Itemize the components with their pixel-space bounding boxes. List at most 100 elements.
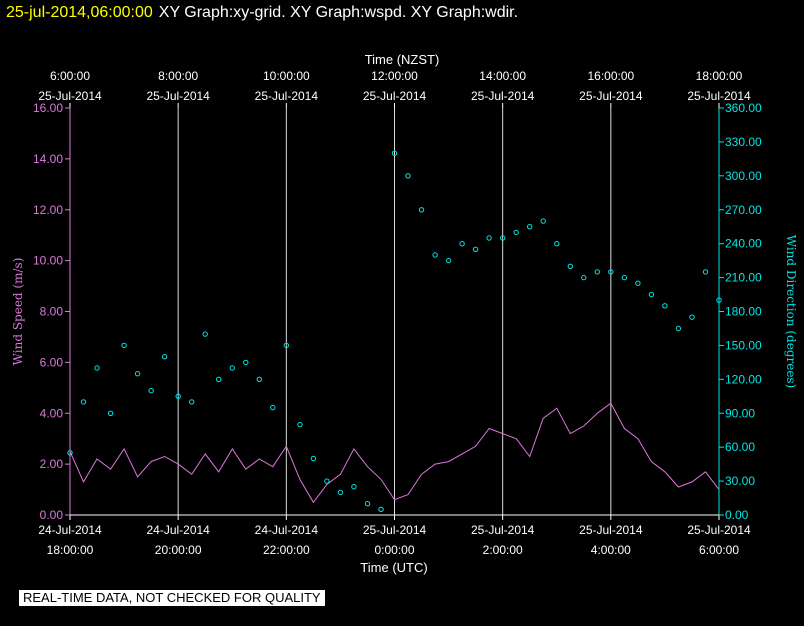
y-right-tick-label: 330.00 (725, 135, 762, 149)
y-right-tick-label: 120.00 (725, 372, 762, 386)
y-left-tick-label: 0.00 (40, 508, 64, 522)
wind-direction-point (161, 354, 168, 360)
wind-direction-point (391, 150, 398, 156)
y-right-tick-label: 90.00 (725, 406, 755, 420)
wind-direction-point (121, 342, 127, 349)
wind-direction-point (107, 410, 114, 416)
wind-direction-point (500, 235, 506, 241)
x-top-tick-time: 16:00:00 (587, 69, 634, 83)
y-left-tick-label: 10.00 (33, 254, 63, 268)
x-bottom-tick-time: 4:00:00 (591, 543, 631, 557)
wind-direction-point (270, 404, 276, 411)
wind-direction-point (229, 365, 236, 371)
y-right-tick-label: 240.00 (725, 237, 762, 251)
wind-direction-point (554, 241, 560, 247)
wind-direction-point (472, 246, 479, 253)
wind-direction-point (635, 280, 641, 286)
x-top-tick-date: 25-Jul-2014 (146, 89, 210, 103)
x-bottom-tick-time: 0:00:00 (374, 543, 414, 557)
x-top-tick-date: 25-Jul-2014 (363, 89, 427, 103)
wind-direction-point (324, 478, 330, 484)
wind-direction-point (648, 291, 655, 298)
wind-direction-point (243, 359, 249, 366)
y-left-tick-label: 14.00 (33, 152, 63, 166)
wind-direction-point (513, 229, 519, 236)
wind-direction-point (310, 455, 317, 462)
x-bottom-tick-date: 24-Jul-2014 (255, 523, 319, 537)
x-bottom-tick-date: 25-Jul-2014 (687, 523, 751, 537)
chart-labels: 0.00 2.00 4.00 6.00 8.00 10.00 12.00 14.00 16.00… (11, 52, 798, 575)
wind-speed-series (69, 402, 720, 504)
wind-speed-line (69, 402, 720, 504)
x-bottom-tick-date: 25-Jul-2014 (363, 523, 427, 537)
wind-direction-point (459, 241, 465, 247)
wind-direction-point (621, 274, 628, 281)
x-bottom-tick-time: 20:00:00 (155, 543, 202, 557)
quality-warning: REAL-TIME DATA, NOT CHECKED FOR QUALITY (19, 590, 325, 606)
chart-axes (65, 103, 724, 520)
x-top-tick-date: 25-Jul-2014 (38, 89, 102, 103)
y-left-tick-label: 8.00 (40, 305, 64, 319)
y-left-tick-label: 12.00 (33, 203, 63, 217)
wind-direction-point (675, 325, 682, 332)
y-left-tick-label: 2.00 (40, 457, 64, 471)
x-bottom-tick-date: 25-Jul-2014 (471, 523, 535, 537)
wind-direction-point (297, 421, 303, 428)
wind-direction-point (94, 365, 100, 371)
title-graph-list: XY Graph:xy-grid. XY Graph:wspd. XY Grap… (158, 4, 519, 21)
y-right-tick-label: 180.00 (725, 305, 762, 319)
wind-direction-point (581, 274, 587, 281)
x-top-tick-date: 25-Jul-2014 (471, 89, 535, 103)
y-right-tick-label: 0.00 (725, 508, 749, 522)
x-top-tick-time: 18:00:00 (696, 69, 743, 83)
wind-direction-point (418, 207, 425, 213)
x-top-tick-date: 25-Jul-2014 (255, 89, 319, 103)
x-bottom-axis-title: Time (UTC) (360, 560, 427, 575)
wind-direction-point (486, 235, 492, 241)
x-bottom-tick-time: 6:00:00 (699, 543, 739, 557)
wind-direction-point (432, 252, 438, 258)
wind-direction-point (527, 224, 533, 230)
x-bottom-tick-date: 25-Jul-2014 (579, 523, 643, 537)
wind-direction-point (594, 269, 600, 275)
y-right-axis-title: Wind Direction (degrees) (784, 235, 798, 389)
wind-direction-point (405, 173, 411, 179)
wind-direction-point (175, 393, 181, 399)
x-top-tick-time: 10:00:00 (263, 69, 310, 83)
graph-title: 25-jul-2014,06:00:00 XY Graph:xy-grid. XY… (6, 4, 518, 22)
wind-direction-point (189, 399, 195, 405)
wind-direction-point (134, 371, 141, 377)
title-timestamp: 25-jul-2014,06:00:00 (6, 4, 153, 21)
x-top-tick-time: 6:00:00 (50, 69, 90, 83)
y-left-tick-label: 6.00 (40, 355, 64, 369)
wind-direction-point (80, 399, 87, 405)
x-top-tick-time: 14:00:00 (479, 69, 526, 83)
x-top-tick-time: 8:00:00 (158, 69, 198, 83)
wind-direction-point (378, 506, 384, 512)
wind-direction-point (256, 376, 262, 382)
x-top-tick-date: 25-Jul-2014 (687, 89, 751, 103)
y-right-tick-label: 270.00 (725, 203, 762, 217)
x-bottom-tick-date: 24-Jul-2014 (38, 523, 102, 537)
wind-direction-point (216, 376, 222, 382)
x-top-tick-time: 12:00:00 (371, 69, 418, 83)
y-right-tick-label: 60.00 (725, 440, 755, 454)
y-right-tick-label: 360.00 (725, 101, 762, 115)
chart-grid (69, 108, 720, 515)
y-right-tick-label: 300.00 (725, 169, 762, 183)
x-bottom-tick-date: 24-Jul-2014 (146, 523, 210, 537)
wind-direction-point (608, 269, 614, 275)
x-bottom-tick-time: 22:00:00 (263, 543, 310, 557)
y-left-tick-label: 4.00 (40, 406, 64, 420)
wind-direction-point (148, 387, 154, 394)
y-right-tick-label: 210.00 (725, 271, 762, 285)
x-top-tick-date: 25-Jul-2014 (579, 89, 643, 103)
wind-direction-point (445, 257, 452, 264)
y-left-tick-label: 16.00 (33, 101, 63, 115)
wind-direction-point (351, 484, 357, 490)
y-left-axis-title: Wind Speed (m/s) (11, 258, 25, 366)
wind-direction-point (540, 218, 546, 224)
x-top-axis-title: Time (NZST) (365, 52, 440, 67)
x-bottom-tick-time: 18:00:00 (47, 543, 94, 557)
